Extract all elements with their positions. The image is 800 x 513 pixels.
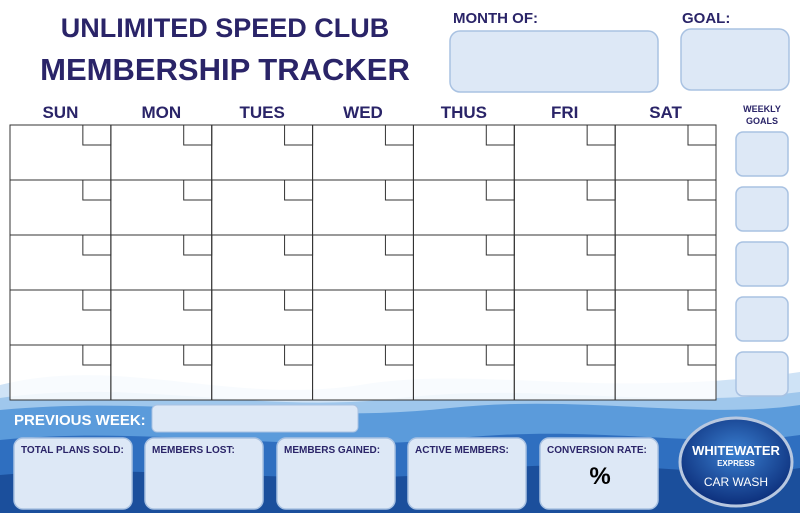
field-label: GOAL: bbox=[682, 10, 730, 27]
day-count-box bbox=[82, 289, 112, 311]
summary-label: MEMBERS GAINED: bbox=[284, 445, 380, 456]
day-count-box bbox=[183, 124, 213, 146]
day-count-box bbox=[183, 289, 213, 311]
summary-label: MEMBERS LOST: bbox=[152, 445, 235, 456]
day-count-box bbox=[82, 344, 112, 366]
weekly-goals-label: GOALS bbox=[746, 116, 778, 126]
day-count-box bbox=[384, 234, 414, 256]
day-label: SAT bbox=[649, 103, 682, 122]
weekly-goal-input[interactable] bbox=[735, 296, 789, 342]
day-count-box bbox=[82, 124, 112, 146]
day-label: THUS bbox=[441, 103, 487, 122]
day-count-box bbox=[586, 289, 616, 311]
day-count-box bbox=[687, 289, 717, 311]
weekly-goal-input[interactable] bbox=[735, 351, 789, 397]
summary-box[interactable] bbox=[144, 437, 264, 510]
previous-week-label: PREVIOUS WEEK: bbox=[14, 412, 146, 429]
logo-text: EXPRESS bbox=[717, 459, 755, 468]
previous-week-input[interactable] bbox=[151, 404, 359, 433]
day-cell[interactable] bbox=[614, 344, 717, 401]
day-label: FRI bbox=[551, 103, 578, 122]
month-input[interactable] bbox=[449, 30, 659, 93]
day-count-box bbox=[284, 344, 314, 366]
day-count-box bbox=[284, 179, 314, 201]
day-count-box bbox=[485, 344, 515, 366]
day-count-box bbox=[687, 344, 717, 366]
summary-label: CONVERSION RATE: bbox=[547, 445, 647, 456]
day-count-box bbox=[183, 234, 213, 256]
summary-box[interactable] bbox=[13, 437, 133, 510]
day-count-box bbox=[485, 289, 515, 311]
summary-label: TOTAL PLANS SOLD: bbox=[21, 445, 124, 456]
weekly-goals-label: WEEKLY bbox=[743, 104, 781, 114]
day-count-box bbox=[586, 234, 616, 256]
day-count-box bbox=[284, 289, 314, 311]
logo-badge bbox=[678, 416, 794, 508]
day-count-box bbox=[586, 179, 616, 201]
day-count-box bbox=[485, 124, 515, 146]
summary-box[interactable] bbox=[276, 437, 396, 510]
day-count-box bbox=[82, 234, 112, 256]
day-count-box bbox=[586, 124, 616, 146]
weekly-goal-input[interactable] bbox=[735, 241, 789, 287]
day-count-box bbox=[284, 234, 314, 256]
day-label: SUN bbox=[42, 103, 78, 122]
day-count-box bbox=[384, 124, 414, 146]
goal-input[interactable] bbox=[680, 28, 790, 91]
day-label: MON bbox=[141, 103, 181, 122]
field-label: MONTH OF: bbox=[453, 10, 538, 27]
day-count-box bbox=[485, 234, 515, 256]
day-count-box bbox=[687, 179, 717, 201]
day-label: TUES bbox=[239, 103, 284, 122]
summary-box[interactable] bbox=[407, 437, 527, 510]
day-count-box bbox=[284, 124, 314, 146]
summary-label: ACTIVE MEMBERS: bbox=[415, 445, 509, 456]
day-count-box bbox=[384, 344, 414, 366]
day-count-box bbox=[183, 344, 213, 366]
day-count-box bbox=[183, 179, 213, 201]
weekly-goal-input[interactable] bbox=[735, 186, 789, 232]
day-count-box bbox=[687, 124, 717, 146]
title: MEMBERSHIP TRACKER bbox=[40, 52, 410, 87]
summary-box[interactable] bbox=[539, 437, 659, 510]
day-count-box bbox=[384, 289, 414, 311]
logo-text: CAR WASH bbox=[704, 475, 768, 489]
day-count-box bbox=[384, 179, 414, 201]
day-count-box bbox=[687, 234, 717, 256]
day-count-box bbox=[82, 179, 112, 201]
percent-sign: % bbox=[589, 463, 610, 490]
day-count-box bbox=[586, 344, 616, 366]
weekly-goal-input[interactable] bbox=[735, 131, 789, 177]
title: UNLIMITED SPEED CLUB bbox=[61, 13, 390, 43]
day-label: WED bbox=[343, 103, 383, 122]
day-count-box bbox=[485, 179, 515, 201]
logo-text: WHITEWATER bbox=[692, 443, 780, 458]
logo: WHITEWATER EXPRESS CAR WASH bbox=[678, 416, 794, 508]
